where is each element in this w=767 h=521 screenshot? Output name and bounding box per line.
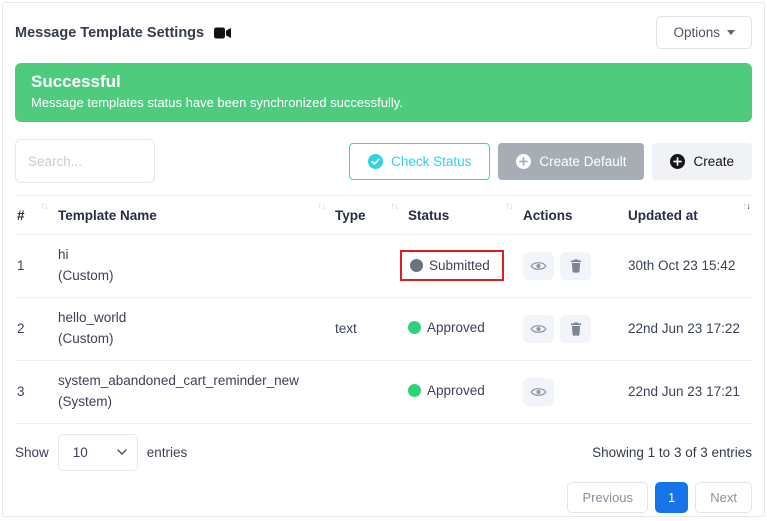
create-default-label: Create Default	[539, 153, 627, 169]
previous-page-button[interactable]: Previous	[567, 481, 649, 513]
success-alert: Successful Message templates status have…	[15, 63, 752, 122]
page-size-select[interactable]: 10	[57, 433, 138, 471]
col-header-actions: Actions	[523, 208, 573, 223]
pagination: Previous 1 Next	[15, 481, 752, 513]
create-label: Create	[693, 153, 734, 169]
template-name-cell: system_abandoned_cart_reminder_new (Syst…	[56, 361, 333, 423]
video-camera-icon	[214, 27, 232, 39]
status-label: Approved	[427, 320, 485, 336]
delete-button[interactable]	[560, 314, 591, 343]
template-kind: (System)	[58, 393, 112, 409]
create-button[interactable]: Create	[652, 142, 752, 180]
col-header-status[interactable]: Status ↑↓	[408, 201, 514, 223]
template-type	[333, 382, 406, 402]
template-name: hi	[58, 247, 69, 262]
row-number: 2	[17, 321, 25, 337]
page-title: Message Template Settings	[15, 24, 205, 41]
sort-icon-active: ↑↓	[742, 201, 751, 212]
status-dot-icon	[410, 259, 423, 273]
template-type: text	[335, 321, 357, 337]
view-button[interactable]	[523, 251, 554, 280]
check-status-label: Check Status	[391, 153, 472, 169]
alert-message: Message templates status have been synch…	[31, 95, 403, 110]
eye-icon	[530, 386, 547, 398]
status-dot-icon	[408, 384, 421, 398]
col-header-updated-at[interactable]: Updated at ↑↓	[628, 201, 751, 223]
col-header-num[interactable]: # ↑↓	[17, 201, 49, 223]
alert-title: Successful	[31, 72, 121, 91]
col-header-type[interactable]: Type ↑↓	[335, 201, 399, 223]
actions-cell	[521, 368, 626, 416]
options-button[interactable]: Options	[656, 16, 752, 49]
caret-down-icon	[727, 30, 735, 35]
updated-at: 30th Oct 23 15:42	[628, 258, 736, 274]
status-label: Submitted	[429, 258, 490, 274]
page-1-button[interactable]: 1	[655, 481, 689, 513]
sort-icon: ↑↓	[317, 201, 326, 212]
template-name: hello_world	[58, 309, 127, 325]
eye-icon	[530, 323, 547, 335]
table-row: 3 system_abandoned_cart_reminder_new (Sy…	[15, 361, 752, 424]
show-label: Show	[15, 444, 49, 460]
check-circle-icon	[368, 153, 384, 169]
template-name-cell: hi (Custom)	[56, 235, 333, 297]
col-header-template-name[interactable]: Template Name ↑↓	[58, 201, 326, 223]
options-button-label: Options	[673, 25, 720, 40]
row-number: 3	[17, 384, 25, 400]
view-button[interactable]	[523, 314, 554, 343]
table-footer: Show 10 entries Showing 1 to 3 of 3 entr…	[15, 433, 752, 471]
delete-button[interactable]	[560, 251, 591, 280]
header: Message Template Settings Options	[3, 3, 764, 59]
eye-icon	[530, 260, 547, 272]
updated-at: 22nd Jun 23 17:21	[628, 384, 740, 400]
status-badge: Approved	[408, 320, 485, 335]
status-dot-icon	[408, 321, 421, 335]
results-summary: Showing 1 to 3 of 3 entries	[592, 444, 752, 460]
sort-icon: ↑↓	[505, 201, 514, 212]
entries-label: entries	[146, 444, 188, 460]
table-header-row: # ↑↓ Template Name ↑↓ Type ↑↓ Status ↑↓ Acti…	[15, 196, 752, 235]
status-label: Approved	[427, 383, 485, 399]
check-status-button[interactable]: Check Status	[349, 142, 491, 180]
sort-icon: ↑↓	[390, 201, 399, 212]
template-type	[333, 256, 406, 276]
create-default-button[interactable]: Create Default	[498, 142, 645, 180]
template-kind: (Custom)	[58, 330, 114, 346]
plus-circle-icon	[516, 153, 532, 169]
trash-icon	[570, 259, 582, 273]
sort-icon: ↑↓	[40, 201, 49, 212]
status-badge: Approved	[408, 383, 485, 398]
next-page-button[interactable]: Next	[695, 481, 752, 513]
actions-cell	[521, 242, 626, 290]
status-badge-highlighted: Submitted	[400, 250, 504, 282]
search-input[interactable]	[15, 139, 155, 183]
view-button[interactable]	[523, 377, 554, 406]
templates-table: # ↑↓ Template Name ↑↓ Type ↑↓ Status ↑↓ Acti…	[15, 195, 752, 424]
table-row: 1 hi (Custom) Submitted	[15, 235, 752, 298]
template-name: system_abandoned_cart_reminder_new	[58, 372, 299, 388]
plus-circle-icon	[670, 153, 686, 169]
trash-icon	[570, 322, 582, 336]
table-row: 2 hello_world (Custom) text Approved	[15, 298, 752, 361]
actions-cell	[521, 305, 626, 353]
updated-at: 22nd Jun 23 17:22	[628, 321, 740, 337]
toolbar: Check Status Create Default Create	[15, 139, 752, 183]
template-kind: (Custom)	[58, 267, 114, 283]
template-name-cell: hello_world (Custom)	[56, 298, 333, 360]
row-number: 1	[17, 258, 25, 274]
